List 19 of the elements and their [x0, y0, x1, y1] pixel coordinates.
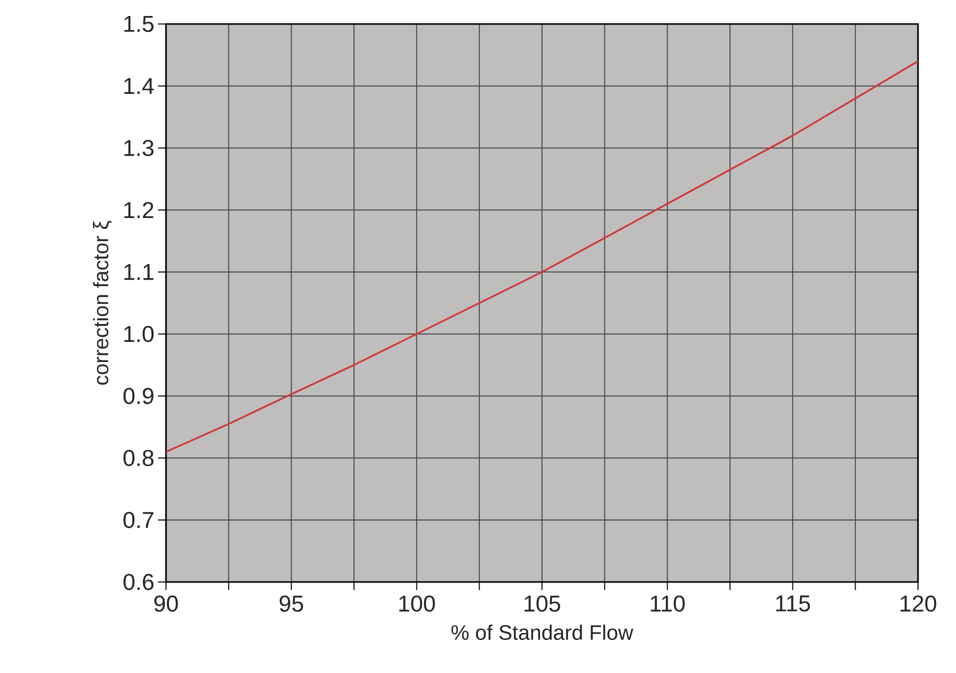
y-tick-label: 0.6 [124, 574, 154, 590]
y-axis-title: correction factor ξ [93, 220, 112, 385]
x-axis-title: % of Standard Flow [451, 624, 634, 640]
x-tick-label: 100 [399, 596, 435, 612]
x-tick-label: 120 [900, 596, 936, 612]
x-tick-label: 105 [524, 596, 560, 612]
y-tick-label: 1.3 [124, 140, 154, 156]
y-tick-label: 1.4 [124, 78, 154, 94]
y-tick-label: 1.0 [124, 326, 154, 342]
y-tick-label: 0.8 [124, 450, 154, 466]
y-tick-label: 1.2 [124, 202, 154, 218]
x-tick-label: 95 [280, 596, 304, 612]
y-tick-label: 0.7 [124, 512, 154, 528]
x-tick-label: 110 [650, 596, 685, 612]
y-tick-label: 1.1 [124, 264, 154, 280]
y-tick-label: 1.5 [124, 16, 154, 32]
y-tick-label: 0.9 [124, 388, 154, 404]
x-tick-label: 90 [154, 596, 178, 612]
x-tick-label: 115 [776, 596, 810, 612]
